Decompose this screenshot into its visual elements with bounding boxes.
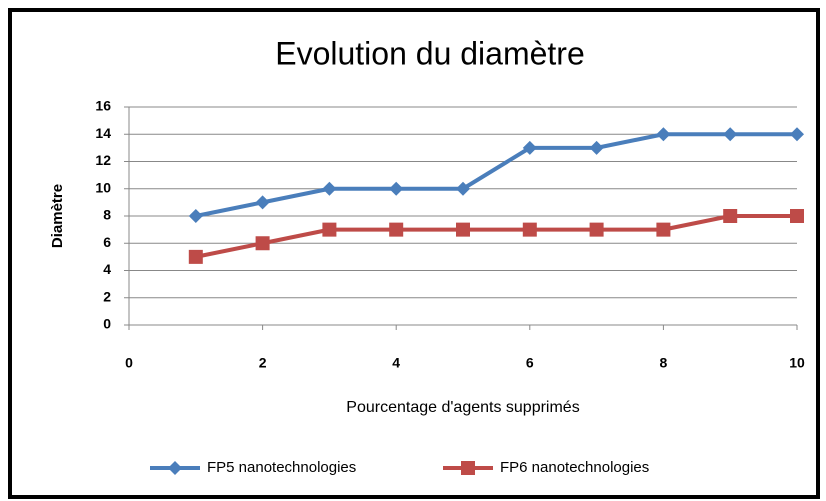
series-line — [195, 214, 797, 259]
data-point — [790, 209, 804, 223]
data-point — [188, 209, 203, 223]
legend-label: FP5 nanotechnologies — [207, 459, 356, 476]
data-point — [188, 249, 203, 264]
data-point — [589, 140, 604, 155]
y-tick-label: 4 — [103, 261, 111, 277]
y-tick-label: 14 — [95, 125, 111, 141]
data-point — [656, 222, 671, 237]
legend-marker — [168, 461, 182, 475]
x-tick-label: 8 — [660, 355, 668, 371]
data-point — [522, 140, 537, 155]
data-point — [522, 222, 537, 237]
data-point — [723, 127, 738, 142]
data-point — [389, 222, 404, 237]
y-tick-label: 0 — [103, 316, 111, 332]
y-tick-label: 16 — [95, 98, 111, 114]
legend-label: FP6 nanotechnologies — [500, 459, 649, 476]
y-tick-label: 8 — [103, 207, 111, 223]
chart-frame — [8, 8, 820, 499]
data-point — [656, 127, 671, 142]
x-tick-label: 10 — [789, 355, 805, 371]
data-point — [723, 209, 738, 223]
series-line — [195, 132, 797, 218]
data-point — [255, 236, 270, 251]
data-point — [456, 181, 470, 196]
y-tick-label: 2 — [103, 288, 111, 304]
x-tick-label: 4 — [392, 355, 400, 371]
data-point — [322, 222, 337, 237]
data-point — [589, 222, 604, 237]
chart-title: Evolution du diamètre — [275, 35, 585, 71]
data-point — [790, 127, 804, 142]
y-tick-label: 6 — [103, 234, 111, 250]
y-axis-label: Diamètre — [49, 184, 66, 248]
data-point — [255, 195, 270, 210]
x-axis-label: Pourcentage d'agents supprimés — [346, 399, 579, 416]
x-tick-label: 0 — [125, 355, 133, 371]
x-tick-label: 6 — [526, 355, 534, 371]
data-point — [456, 222, 470, 237]
x-tick-label: 2 — [259, 355, 267, 371]
data-point — [322, 181, 337, 196]
y-tick-label: 10 — [95, 179, 111, 195]
data-point — [389, 181, 404, 196]
legend-marker — [461, 461, 475, 475]
y-tick-label: 12 — [95, 152, 111, 168]
